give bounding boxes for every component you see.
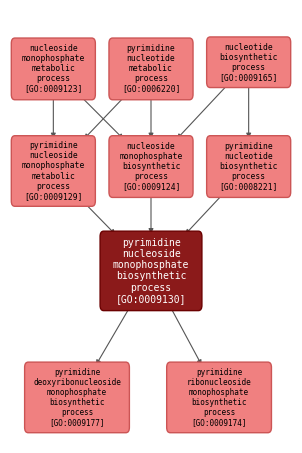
FancyBboxPatch shape xyxy=(100,231,202,311)
Text: pyrimidine
nucleotide
biosynthetic
process
[GO:0008221]: pyrimidine nucleotide biosynthetic proce… xyxy=(220,142,278,191)
FancyBboxPatch shape xyxy=(207,37,291,87)
Text: pyrimidine
nucleotide
metabolic
process
[GO:0006220]: pyrimidine nucleotide metabolic process … xyxy=(122,44,180,93)
Text: nucleotide
biosynthetic
process
[GO:0009165]: nucleotide biosynthetic process [GO:0009… xyxy=(220,43,278,82)
FancyBboxPatch shape xyxy=(11,136,95,206)
Text: pyrimidine
nucleoside
monophosphate
biosynthetic
process
[GO:0009130]: pyrimidine nucleoside monophosphate bios… xyxy=(113,238,189,304)
FancyBboxPatch shape xyxy=(11,38,95,100)
Text: pyrimidine
ribonucleoside
monophosphate
biosynthetic
process
[GO:0009174]: pyrimidine ribonucleoside monophosphate … xyxy=(187,368,252,427)
FancyBboxPatch shape xyxy=(109,136,193,198)
Text: pyrimidine
deoxyribonucleoside
monophosphate
biosynthetic
process
[GO:0009177]: pyrimidine deoxyribonucleoside monophosp… xyxy=(33,368,121,427)
FancyBboxPatch shape xyxy=(25,362,129,433)
Text: nucleoside
monophosphate
metabolic
process
[GO:0009123]: nucleoside monophosphate metabolic proce… xyxy=(22,44,85,93)
FancyBboxPatch shape xyxy=(167,362,271,433)
FancyBboxPatch shape xyxy=(207,136,291,198)
FancyBboxPatch shape xyxy=(109,38,193,100)
Text: nucleoside
monophosphate
biosynthetic
process
[GO:0009124]: nucleoside monophosphate biosynthetic pr… xyxy=(119,142,183,191)
Text: pyrimidine
nucleoside
monophosphate
metabolic
process
[GO:0009129]: pyrimidine nucleoside monophosphate meta… xyxy=(22,141,85,201)
